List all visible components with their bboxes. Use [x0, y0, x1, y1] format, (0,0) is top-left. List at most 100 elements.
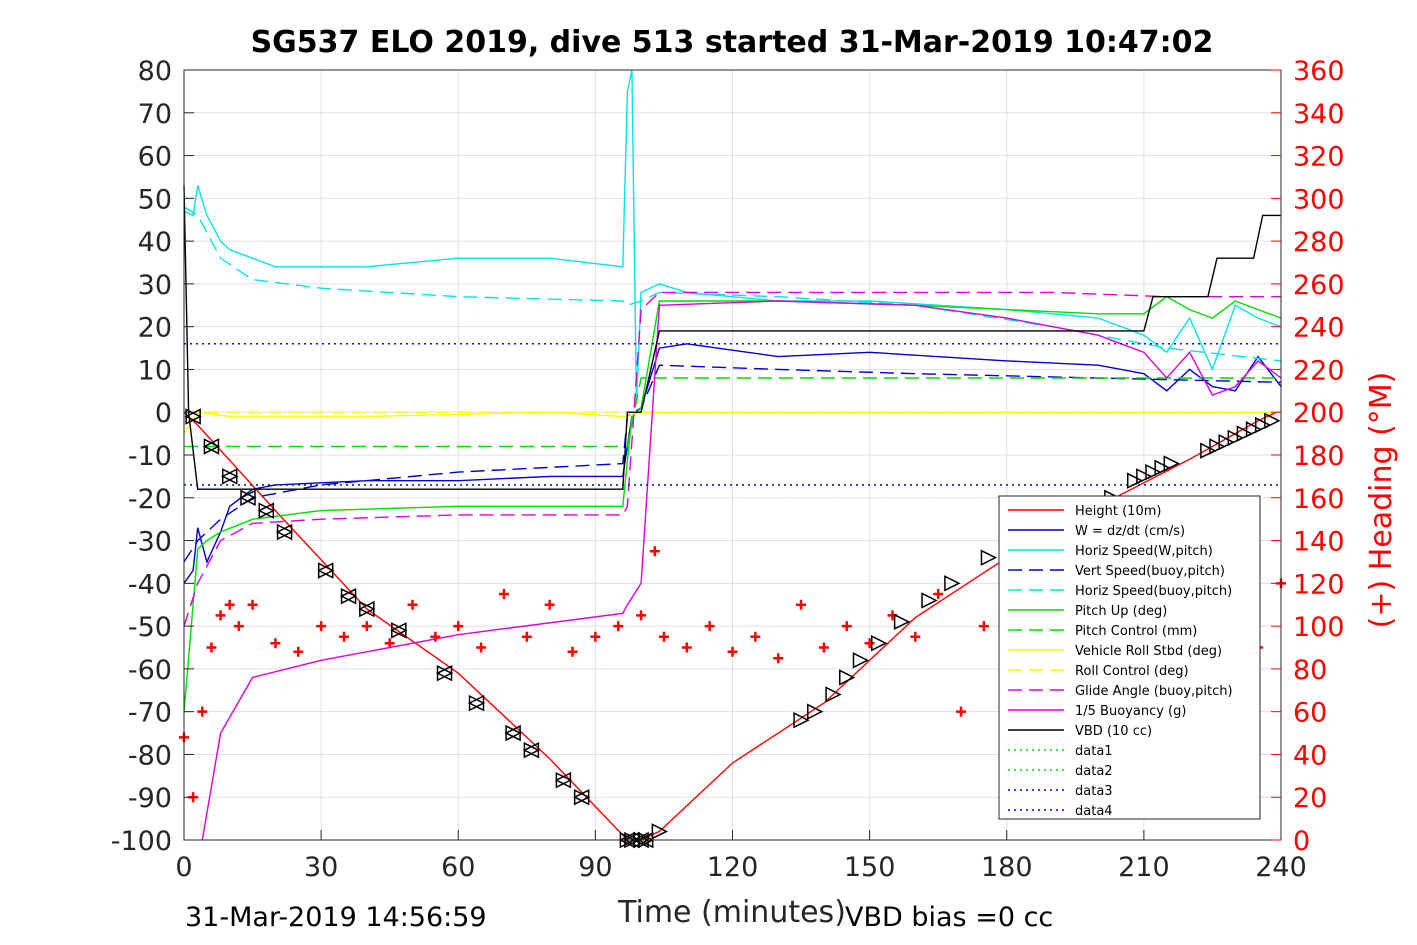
- y2-tick-label: 100: [1293, 612, 1345, 643]
- ascent-marker: [893, 613, 911, 631]
- y-tick-label: -40: [128, 569, 172, 600]
- ascent-marker: [1126, 472, 1144, 489]
- legend-label: Roll Control (deg): [1075, 664, 1189, 679]
- heading-point: [270, 638, 281, 649]
- legend-label: Pitch Control (mm): [1075, 624, 1197, 639]
- heading-point: [864, 638, 875, 649]
- ascent-marker: [1163, 455, 1180, 472]
- heading-point: [521, 631, 532, 642]
- heading-point: [338, 631, 349, 642]
- y2-tick-label: 0: [1293, 826, 1310, 857]
- y2-tick-label: 360: [1293, 56, 1345, 87]
- y-tick-label: -80: [128, 740, 172, 771]
- heading-point: [224, 599, 235, 610]
- ascent-marker: [1218, 433, 1235, 451]
- x-tick-label: 210: [1118, 852, 1170, 883]
- footer-timestamp: 31-Mar-2019 14:56:59: [185, 902, 487, 933]
- heading-point: [841, 621, 852, 632]
- x-tick-label: 150: [844, 852, 896, 883]
- heading-point: [247, 599, 258, 610]
- heading-point: [681, 642, 692, 653]
- legend-label: Horiz Speed(W,pitch): [1075, 544, 1213, 559]
- heading-point: [215, 610, 226, 621]
- y-tick-label: 50: [138, 184, 172, 215]
- ascent-marker: [852, 652, 870, 669]
- descent-marker: [467, 694, 485, 712]
- y-tick-label: -100: [111, 826, 172, 857]
- ascent-marker: [1154, 459, 1171, 477]
- ascent-marker: [807, 703, 824, 720]
- ascent-marker: [825, 686, 842, 703]
- heading-point: [750, 631, 761, 642]
- y2-tick-label: 60: [1293, 698, 1327, 729]
- y-tick-label: 30: [138, 270, 172, 301]
- legend-label: data4: [1075, 804, 1113, 819]
- y2-tick-label: 280: [1293, 227, 1345, 258]
- y-tick-label: 70: [138, 99, 172, 130]
- y-tick-label: 20: [138, 313, 172, 344]
- ascent-marker: [1145, 463, 1162, 481]
- heading-point: [206, 642, 217, 653]
- descent-marker: [257, 502, 275, 519]
- heading-point: [910, 631, 921, 642]
- y-tick-label: 0: [155, 398, 172, 429]
- heading-point: [197, 706, 208, 717]
- ascent-marker: [1245, 421, 1263, 438]
- ascent-marker: [1264, 412, 1281, 429]
- y-tick-label: -70: [128, 698, 172, 729]
- descent-marker: [202, 438, 220, 455]
- y-tick-label: -90: [128, 783, 172, 814]
- heading-point: [978, 621, 989, 632]
- heading-point: [649, 546, 660, 557]
- heading-point: [727, 646, 738, 657]
- legend-label: Vert Speed(buoy,pitch): [1075, 564, 1225, 579]
- heading-point: [567, 646, 578, 657]
- y2-tick-label: 180: [1293, 441, 1345, 472]
- legend-label: W = dz/dt (cm/s): [1075, 524, 1185, 539]
- x-tick-label: 30: [304, 852, 338, 883]
- tick-layer: 0 30 60 90 120 150 180 210 24080706050403020100-…: [111, 56, 1345, 883]
- descent-marker: [572, 789, 590, 806]
- x-axis-label: Time (minutes): [617, 895, 846, 930]
- y2-tick-label: 140: [1293, 527, 1345, 558]
- ascent-marker: [651, 823, 669, 840]
- y2-tick-label: 320: [1293, 142, 1345, 173]
- heading-point: [636, 610, 647, 621]
- heading-point: [233, 621, 244, 632]
- heading-point: [704, 621, 715, 632]
- heading-point: [476, 642, 487, 653]
- y-tick-label: 10: [138, 355, 172, 386]
- y2-tick-label: 220: [1293, 355, 1345, 386]
- ascent-marker: [1200, 442, 1217, 459]
- descent-marker: [317, 562, 334, 579]
- x-tick-label: 90: [578, 852, 612, 883]
- heading-point: [773, 653, 784, 664]
- y2-axis-label: (+) Heading (°M): [1364, 372, 1399, 629]
- heading-point: [430, 631, 441, 642]
- x-tick-label: 0: [175, 852, 192, 883]
- heading-point: [384, 638, 395, 649]
- ascent-marker: [1209, 438, 1226, 455]
- y2-tick-label: 200: [1293, 398, 1345, 429]
- descent-marker: [390, 622, 407, 639]
- x-tick-label: 120: [707, 852, 759, 883]
- ascent-marker: [980, 549, 998, 566]
- y2-tick-label: 300: [1293, 184, 1345, 215]
- y-tick-label: 40: [138, 227, 172, 258]
- heading-point: [407, 599, 418, 610]
- heading-point: [498, 589, 509, 600]
- ascent-marker: [921, 592, 938, 609]
- legend-label: Pitch Up (deg): [1075, 604, 1167, 619]
- y2-tick-label: 340: [1293, 99, 1345, 130]
- y2-tick-label: 20: [1293, 783, 1327, 814]
- legend-label: Height (10m): [1075, 504, 1161, 519]
- y2-tick-label: 160: [1293, 484, 1345, 515]
- series-line-10: [201, 300, 1282, 841]
- y-tick-label: 80: [138, 56, 172, 87]
- ascent-marker: [1136, 468, 1153, 485]
- y2-tick-label: 40: [1293, 740, 1327, 771]
- ascent-marker: [1227, 429, 1244, 447]
- heading-point: [544, 599, 555, 610]
- legend-label: data2: [1075, 764, 1113, 779]
